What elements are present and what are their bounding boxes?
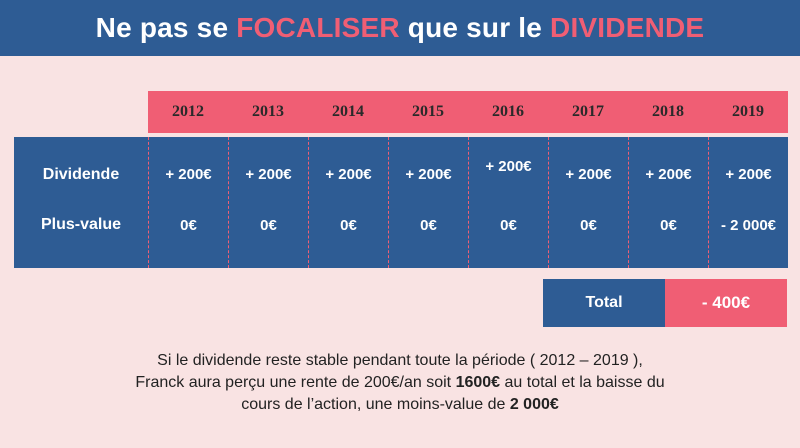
capital-gain-cell: 0€ <box>500 216 517 234</box>
year-column: + 200€ 0€ <box>628 137 708 268</box>
year-column: + 200€ 0€ <box>388 137 468 268</box>
conclusion-text-segment: Franck aura perçu une rente de 200€/an s… <box>135 374 456 391</box>
year-columns: + 200€ 0€ + 200€ 0€ + 200€ 0€ + 200€ 0€ … <box>148 137 788 268</box>
dividend-cell: + 200€ <box>565 166 612 184</box>
capital-gain-cell: 0€ <box>660 216 677 234</box>
dividend-cell: + 200€ <box>165 166 212 184</box>
year-column: + 200€ 0€ <box>308 137 388 268</box>
year-header: 2014 <box>332 103 364 120</box>
year-column: + 200€ 0€ <box>228 137 308 268</box>
title-text-2: que sur le <box>399 12 551 43</box>
title-text-1: Ne pas se <box>95 12 237 43</box>
capital-gain-cell: 0€ <box>180 216 197 234</box>
row-label-dividend: Dividende <box>42 165 120 183</box>
dividend-cell: + 200€ <box>485 158 532 176</box>
row-label-capital-gain: Plus-value <box>40 216 122 234</box>
year-column: + 200€ - 2 000€ <box>708 137 788 268</box>
capital-gain-cell: 0€ <box>260 216 277 234</box>
conclusion-line-2: Franck aura perçu une rente de 200€/an s… <box>40 372 760 394</box>
dividend-cell: + 200€ <box>245 166 292 184</box>
dividend-cell: + 200€ <box>405 166 452 184</box>
dividend-cell: + 200€ <box>645 166 692 184</box>
capital-gain-cell: 0€ <box>580 216 597 234</box>
conclusion-line-3: cours de l’action, une moins-value de 2 … <box>40 394 760 416</box>
capital-gain-cell: 0€ <box>420 216 437 234</box>
title-highlight-focaliser: FOCALISER <box>236 12 400 43</box>
total-box: Total - 400€ <box>543 279 787 327</box>
conclusion-line-1: Si le dividende reste stable pendant tou… <box>157 352 643 369</box>
title-highlight-dividende: DIVIDENDE <box>550 12 705 43</box>
year-header: 2013 <box>252 103 284 120</box>
year-header: 2019 <box>732 103 764 120</box>
total-value: - 400€ <box>665 279 787 327</box>
conclusion-capital-loss: 2 000€ <box>509 396 559 413</box>
year-header: 2016 <box>492 103 524 120</box>
title-banner: Ne pas se FOCALISER que sur le DIVIDENDE <box>0 0 800 56</box>
dividend-cell: + 200€ <box>725 166 772 184</box>
year-column: + 200€ 0€ <box>548 137 628 268</box>
conclusion-text: Si le dividende reste stable pendant tou… <box>40 350 760 416</box>
dividend-cell: + 200€ <box>325 166 372 184</box>
row-label-column: Dividende Plus-value <box>14 137 148 268</box>
capital-gain-cell: - 2 000€ <box>720 216 777 234</box>
year-header: 2015 <box>412 103 444 120</box>
capital-gain-cell: 0€ <box>340 216 357 234</box>
year-column: + 200€ 0€ <box>468 137 548 268</box>
conclusion-text-segment: au total et la baisse du <box>500 374 665 391</box>
year-header: 2012 <box>172 103 204 120</box>
year-header-row: 2012 2013 2014 2015 2016 2017 2018 2019 <box>148 91 788 133</box>
year-column: + 200€ 0€ <box>148 137 228 268</box>
page-title: Ne pas se FOCALISER que sur le DIVIDENDE <box>96 12 705 44</box>
year-header: 2017 <box>572 103 604 120</box>
year-header: 2018 <box>652 103 684 120</box>
conclusion-total-dividends: 1600€ <box>455 374 501 391</box>
data-table: Dividende Plus-value + 200€ 0€ + 200€ 0€… <box>14 137 788 268</box>
conclusion-text-segment: cours de l’action, une moins-value de <box>241 396 510 413</box>
total-label: Total <box>543 279 665 327</box>
